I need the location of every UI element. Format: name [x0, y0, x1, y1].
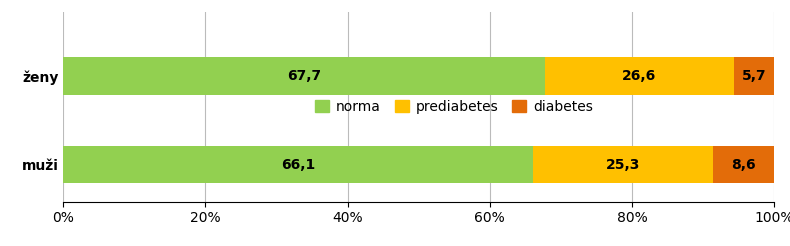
Bar — [713, 146, 774, 183]
Bar — [544, 58, 734, 95]
Bar — [63, 146, 533, 183]
Bar — [734, 58, 774, 95]
Bar — [63, 58, 544, 95]
Text: 8,6: 8,6 — [732, 157, 756, 171]
Text: 5,7: 5,7 — [742, 69, 766, 83]
Text: 25,3: 25,3 — [606, 157, 641, 171]
Bar — [533, 146, 713, 183]
Text: 26,6: 26,6 — [622, 69, 656, 83]
Legend: norma, prediabetes, diabetes: norma, prediabetes, diabetes — [315, 100, 593, 114]
Text: 67,7: 67,7 — [287, 69, 321, 83]
Text: 66,1: 66,1 — [281, 157, 315, 171]
